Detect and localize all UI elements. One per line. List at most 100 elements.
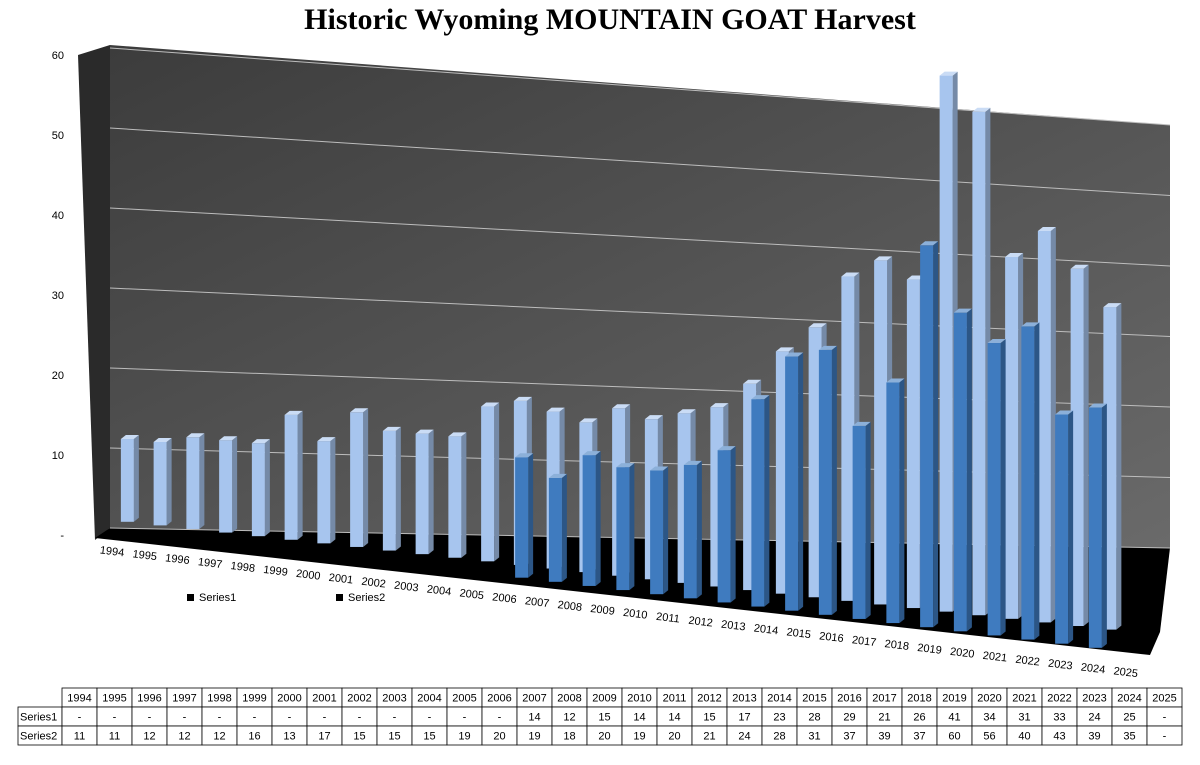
table-value: 17 [318,730,330,742]
table-header: 1995 [102,692,126,704]
bar-top [1021,322,1040,327]
bar-side [494,402,500,562]
bar [415,433,429,555]
bar-side [330,437,336,544]
bar-top [751,395,770,400]
x-tick-label: 1998 [230,560,256,575]
grid-line [109,47,1171,126]
bar-top [808,323,827,328]
bar-side [461,432,467,558]
x-tick-label: 2006 [492,591,518,606]
table-header: 2012 [697,692,721,704]
bar-top [1070,264,1089,269]
grid-line [109,207,1171,267]
table-value: 33 [1053,711,1065,723]
bar [751,399,765,607]
table-header: 2022 [1047,692,1071,704]
table-value: 15 [353,730,365,742]
table-value: 18 [563,730,575,742]
bar-top [852,421,871,426]
x-tick-label: 2017 [851,634,877,649]
bar-top [219,436,238,441]
bar-top [1037,226,1056,231]
table-header: 2018 [907,692,931,704]
table-value: 20 [668,730,680,742]
bar-side [595,451,601,586]
bar-top [683,460,702,465]
table-value: 23 [773,711,785,723]
bar [186,437,200,529]
x-tick-label: 2015 [786,626,812,641]
table-value: 12 [563,711,575,723]
table-header: 2006 [487,692,511,704]
bar [939,75,953,612]
x-tick-label: 2023 [1047,658,1073,673]
x-tick-label: 2018 [884,638,910,653]
data-table: 1994 1995 1996 1997 1998 1999 2000 2001 2002 2003… [17,687,1183,746]
table-value: 34 [983,711,995,723]
table-value: - [148,711,152,723]
bar-top [546,407,565,412]
bar-top [317,437,336,442]
x-tick-label: 2001 [328,572,354,587]
table-value: 14 [668,711,680,723]
bar [808,327,822,598]
table-value: - [498,711,502,723]
table-header: 2003 [382,692,406,704]
table-header: 2009 [592,692,616,704]
bar-side [831,345,837,615]
x-tick-label: 2024 [1080,661,1106,676]
bar [1070,268,1084,627]
y-tick-label: 50 [52,130,64,142]
table-value: - [1163,730,1167,742]
table-value: 60 [948,730,960,742]
bar [650,470,664,595]
bar [120,438,134,522]
x-tick-label: 2007 [524,595,550,610]
table-value: - [183,711,187,723]
table-value: 15 [423,730,435,742]
bar [251,443,265,537]
x-tick-label: 2004 [426,583,452,598]
bar-side [1050,226,1056,623]
table-value: 16 [248,730,260,742]
bar [548,477,562,582]
table-header: 1994 [67,692,91,704]
table-value: - [78,711,82,723]
bar-top [972,107,991,112]
bar [717,450,731,603]
bar-top [874,256,893,261]
x-tick-label: 2014 [753,622,779,637]
bar-top [616,463,635,468]
bar [683,464,697,599]
bar-side [933,241,939,628]
bar-top [886,378,905,383]
table-value: 19 [528,730,540,742]
table-header: 2020 [977,692,1001,704]
table-header: 2024 [1117,692,1141,704]
table-header: 2019 [942,692,966,704]
bar-side [899,378,905,624]
bar-side [561,473,567,582]
table-value: 24 [738,730,750,742]
bar [874,260,888,605]
bar [448,436,462,558]
x-tick-label: 2022 [1015,654,1041,669]
bar [515,457,529,578]
table-value: 39 [878,730,890,742]
table-value: 26 [913,711,925,723]
table-header: 1996 [137,692,161,704]
table-value: 12 [178,730,190,742]
table-value: 40 [1018,730,1030,742]
bar [920,245,934,628]
bar [852,425,866,619]
legend-swatch [336,594,343,601]
table-value: 15 [388,730,400,742]
bar-side [696,460,702,599]
table-header: 2005 [452,692,476,704]
bar-top [350,408,369,413]
table-value: 37 [913,730,925,742]
bar-side [395,426,401,551]
bar [841,276,855,601]
table-value: 14 [633,711,645,723]
